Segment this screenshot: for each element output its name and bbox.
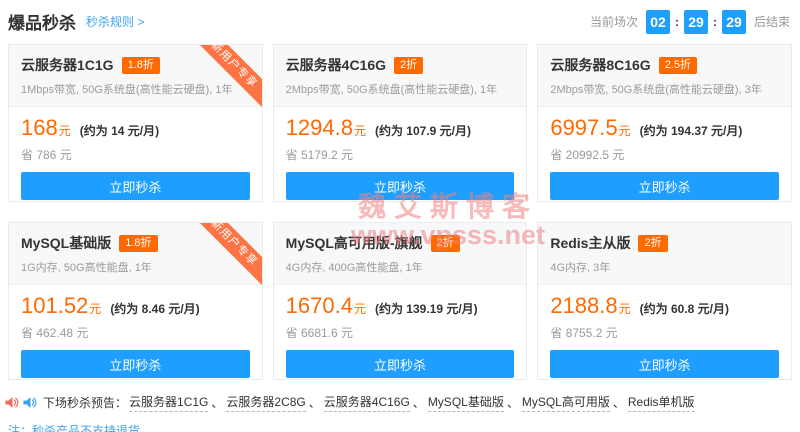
discount-badge: 1.8折	[121, 56, 160, 74]
savings-label: 省 786 元	[21, 148, 72, 162]
product-title: 云服务器4C16G	[285, 57, 387, 73]
preview-separator: 、	[412, 396, 425, 410]
monthly-price: (约为 14 元/月)	[79, 124, 160, 138]
countdown: 当前场次 02 : 29 : 29 后结束	[589, 9, 790, 34]
price-unit: 元	[618, 124, 631, 138]
product-title: 云服务器8C16G	[550, 57, 651, 73]
preview-separator: 、	[308, 396, 321, 410]
seckill-button[interactable]: 立即秒杀	[550, 172, 779, 200]
price-unit: 元	[89, 302, 102, 316]
savings-label: 省 8755.2 元	[550, 326, 618, 340]
seckill-button[interactable]: 立即秒杀	[285, 172, 515, 200]
next-round-preview: 下场秒杀预告： 云服务器1C1G 、 云服务器2C8G 、 云服务器4C16G …	[4, 393, 792, 412]
countdown-minutes: 29	[683, 9, 708, 34]
product-desc: 2Mbps带宽, 50G系统盘(高性能云硬盘), 3年	[550, 84, 762, 96]
countdown-suffix: 后结束	[753, 15, 790, 29]
monthly-price: (约为 194.37 元/月)	[639, 124, 743, 138]
preview-item-redis-single[interactable]: Redis单机版	[627, 393, 695, 412]
countdown-prefix: 当前场次	[589, 15, 638, 29]
preview-separator: 、	[506, 396, 519, 410]
product-title: 云服务器1C1G	[21, 57, 114, 73]
price-value: 2188.8	[550, 293, 618, 318]
price-value: 1670.4	[285, 293, 353, 318]
countdown-seconds: 29	[721, 9, 746, 34]
discount-badge: 1.8折	[119, 234, 158, 252]
horn-icon-blue	[23, 397, 37, 408]
savings-label: 省 20992.5 元	[550, 148, 625, 162]
preview-separator: 、	[612, 396, 625, 410]
product-card-mysql-basic: 新用户专享 MySQL基础版 1.8折 1G内存, 50G高性能盘, 1年 10…	[8, 222, 263, 380]
product-title: Redis主从版	[550, 235, 631, 251]
product-desc: 1Mbps带宽, 50G系统盘(高性能云硬盘), 1年	[21, 84, 233, 96]
price-unit: 元	[58, 124, 71, 138]
card-body: 6997.5 元 (约为 194.37 元/月) 省 20992.5 元 立即秒…	[538, 107, 791, 201]
price-value: 1294.8	[285, 115, 353, 140]
card-body: 168 元 (约为 14 元/月) 省 786 元 立即秒杀 已抢16.1%	[9, 107, 262, 201]
discount-badge: 2折	[394, 56, 424, 74]
countdown-colon: :	[674, 14, 679, 29]
seckill-rules-link[interactable]: 秒杀规则 >	[86, 15, 145, 29]
preview-item-cvm-1c1g[interactable]: 云服务器1C1G	[129, 393, 209, 412]
seckill-button[interactable]: 立即秒杀	[550, 350, 779, 378]
no-refund-note: 注：秒杀产品不支持退货	[8, 424, 141, 432]
savings-label: 省 462.48 元	[21, 326, 89, 340]
monthly-price: (约为 107.9 元/月)	[374, 124, 471, 138]
footer: 下场秒杀预告： 云服务器1C1G 、 云服务器2C8G 、 云服务器4C16G …	[0, 380, 800, 432]
card-header: Redis主从版 2折 4G内存, 3年	[538, 223, 791, 285]
discount-badge: 2.5折	[658, 56, 697, 74]
savings-label: 省 6681.6 元	[285, 326, 354, 340]
product-title: MySQL基础版	[21, 235, 112, 251]
monthly-price: (约为 8.46 元/月)	[110, 302, 200, 316]
card-body: 1670.4 元 (约为 139.19 元/月) 省 6681.6 元 立即秒杀…	[274, 285, 527, 379]
price-value: 168	[21, 115, 58, 140]
preview-item-mysql-basic[interactable]: MySQL基础版	[427, 393, 504, 412]
card-body: 101.52 元 (约为 8.46 元/月) 省 462.48 元 立即秒杀 已…	[9, 285, 262, 379]
card-header: 云服务器4C16G 2折 2Mbps带宽, 50G系统盘(高性能云硬盘), 1年	[273, 45, 527, 107]
monthly-price: (约为 139.19 元/月)	[374, 302, 478, 316]
discount-badge: 2折	[430, 234, 460, 252]
preview-separator: 、	[211, 396, 224, 410]
countdown-colon: :	[712, 14, 717, 29]
page-header: 爆品秒杀 秒杀规则 > 当前场次 02 : 29 : 29 后结束	[0, 0, 800, 42]
product-card-cvm-4c16g: 云服务器4C16G 2折 2Mbps带宽, 50G系统盘(高性能云硬盘), 1年…	[272, 44, 528, 202]
seckill-button[interactable]: 立即秒杀	[21, 350, 250, 378]
discount-badge: 2折	[638, 234, 668, 252]
monthly-price: (约为 60.8 元/月)	[639, 302, 729, 316]
card-body: 1294.8 元 (约为 107.9 元/月) 省 5179.2 元 立即秒杀 …	[274, 107, 527, 201]
product-card-cvm-8c16g: 云服务器8C16G 2.5折 2Mbps带宽, 50G系统盘(高性能云硬盘), …	[537, 44, 792, 202]
price-unit: 元	[353, 302, 366, 316]
product-title: MySQL高可用版-旗舰	[285, 235, 423, 251]
product-card-redis: Redis主从版 2折 4G内存, 3年 2188.8 元 (约为 60.8 元…	[537, 222, 792, 380]
product-card-mysql-ha: MySQL高可用版-旗舰 2折 4G内存, 400G高性能盘, 1年 1670.…	[272, 222, 528, 380]
product-desc: 2Mbps带宽, 50G系统盘(高性能云硬盘), 1年	[285, 84, 498, 96]
preview-prefix: 下场秒杀预告：	[43, 396, 128, 410]
seckill-button[interactable]: 立即秒杀	[285, 350, 515, 378]
page-title: 爆品秒杀	[8, 14, 76, 33]
product-desc: 1G内存, 50G高性能盘, 1年	[21, 262, 152, 274]
card-header: MySQL高可用版-旗舰 2折 4G内存, 400G高性能盘, 1年	[273, 223, 527, 285]
price-unit: 元	[618, 302, 631, 316]
price-value: 101.52	[21, 293, 89, 318]
price-value: 6997.5	[550, 115, 618, 140]
savings-label: 省 5179.2 元	[285, 148, 354, 162]
preview-item-cvm-4c16g[interactable]: 云服务器4C16G	[323, 393, 410, 412]
product-card-cvm-1c1g: 新用户专享 云服务器1C1G 1.8折 1Mbps带宽, 50G系统盘(高性能云…	[8, 44, 263, 202]
product-desc: 4G内存, 3年	[550, 262, 611, 274]
seckill-button[interactable]: 立即秒杀	[21, 172, 250, 200]
preview-item-cvm-2c8g[interactable]: 云服务器2C8G	[226, 393, 306, 412]
preview-item-mysql-ha[interactable]: MySQL高可用版	[521, 393, 610, 412]
product-grid: 新用户专享 云服务器1C1G 1.8折 1Mbps带宽, 50G系统盘(高性能云…	[0, 42, 800, 380]
card-header: 云服务器8C16G 2.5折 2Mbps带宽, 50G系统盘(高性能云硬盘), …	[538, 45, 791, 107]
countdown-hours: 02	[645, 9, 670, 34]
horn-icon-red	[5, 397, 19, 408]
card-body: 2188.8 元 (约为 60.8 元/月) 省 8755.2 元 立即秒杀 已…	[538, 285, 791, 379]
price-unit: 元	[353, 124, 366, 138]
product-desc: 4G内存, 400G高性能盘, 1年	[285, 262, 423, 274]
